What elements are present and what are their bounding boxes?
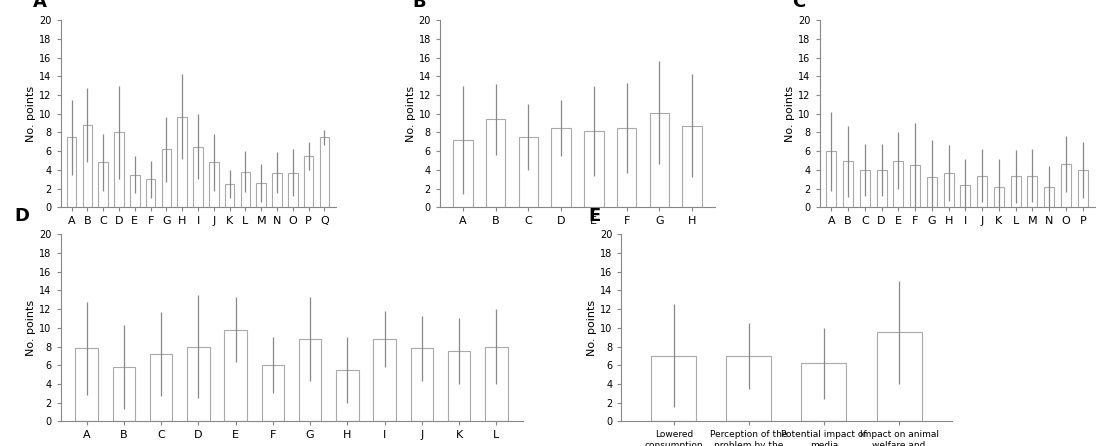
Bar <box>320 137 329 207</box>
Bar <box>1011 177 1021 207</box>
Bar <box>893 161 903 207</box>
Y-axis label: No. points: No. points <box>26 86 36 142</box>
Bar <box>802 363 847 421</box>
Bar <box>374 339 396 421</box>
Text: D: D <box>14 207 30 225</box>
Bar <box>860 170 870 207</box>
Y-axis label: No. points: No. points <box>406 86 416 142</box>
Bar <box>114 132 123 207</box>
Bar <box>187 347 209 421</box>
Text: B: B <box>412 0 426 11</box>
Bar <box>162 149 172 207</box>
Bar <box>241 172 250 207</box>
Bar <box>224 330 246 421</box>
Bar <box>150 354 173 421</box>
Bar <box>76 348 98 421</box>
Bar <box>726 356 771 421</box>
Bar <box>448 351 471 421</box>
Bar <box>682 126 702 207</box>
Bar <box>910 165 920 207</box>
Bar <box>299 339 321 421</box>
Bar <box>98 162 108 207</box>
Text: A: A <box>33 0 47 11</box>
Bar <box>130 174 140 207</box>
Text: C: C <box>792 0 805 11</box>
Bar <box>337 370 359 421</box>
Bar <box>1078 170 1088 207</box>
Bar <box>584 131 604 207</box>
Bar <box>288 173 298 207</box>
Bar <box>256 183 266 207</box>
Bar <box>146 179 155 207</box>
Bar <box>1027 176 1037 207</box>
Bar <box>977 176 987 207</box>
Bar <box>486 120 506 207</box>
Bar <box>551 128 571 207</box>
Bar <box>960 185 970 207</box>
Bar <box>877 333 922 421</box>
Bar <box>209 162 219 207</box>
Bar <box>273 173 282 207</box>
Bar <box>617 128 637 207</box>
Bar <box>944 173 954 207</box>
Bar <box>1062 164 1071 207</box>
Bar <box>994 187 1004 207</box>
Bar <box>453 140 473 207</box>
Bar <box>843 161 852 207</box>
Text: E: E <box>588 207 601 225</box>
Bar <box>485 347 507 421</box>
Y-axis label: No. points: No. points <box>587 300 597 356</box>
Y-axis label: No. points: No. points <box>26 300 36 356</box>
Bar <box>67 137 76 207</box>
Bar <box>304 156 313 207</box>
Bar <box>262 365 284 421</box>
Bar <box>112 367 135 421</box>
Bar <box>518 137 538 207</box>
Y-axis label: No. points: No. points <box>785 86 795 142</box>
Bar <box>410 348 433 421</box>
Bar <box>1044 187 1054 207</box>
Bar <box>649 113 669 207</box>
Bar <box>927 178 937 207</box>
Bar <box>194 146 202 207</box>
Bar <box>826 151 836 207</box>
Bar <box>82 125 92 207</box>
Bar <box>877 170 887 207</box>
Bar <box>651 356 696 421</box>
Bar <box>177 116 187 207</box>
Bar <box>224 184 234 207</box>
